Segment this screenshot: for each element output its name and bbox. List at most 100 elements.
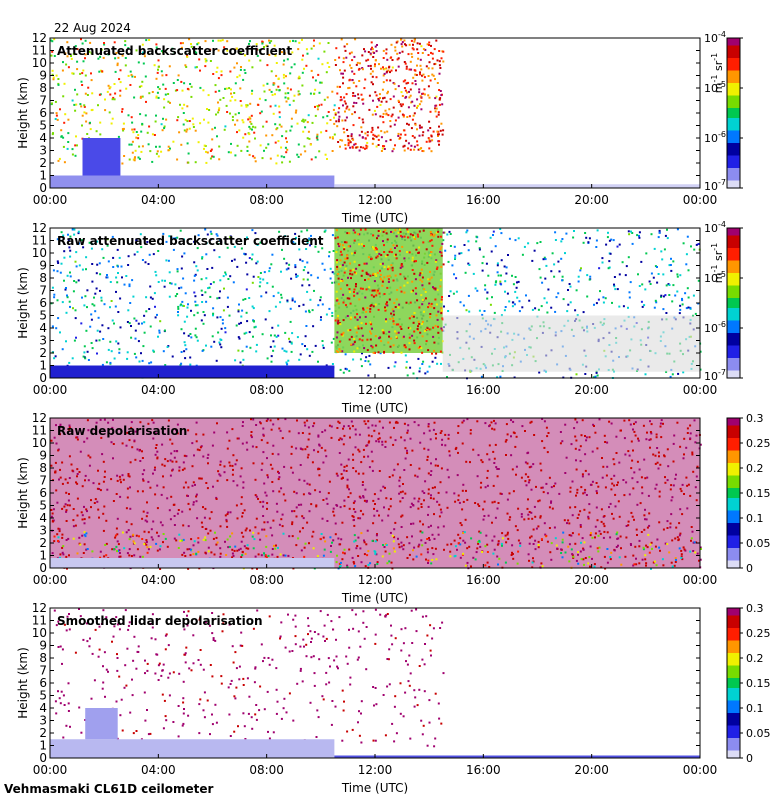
colorbar-segment bbox=[727, 725, 740, 729]
panel-title: Raw depolarisation bbox=[57, 424, 187, 438]
colorbar-segment bbox=[727, 268, 740, 272]
colorbar-label: m-1 sr-1 bbox=[710, 243, 725, 283]
colorbar-segment bbox=[727, 698, 740, 702]
x-tick-label: 12:00 bbox=[358, 573, 393, 587]
y-tick-label: 12 bbox=[32, 411, 47, 425]
colorbar-segment bbox=[727, 555, 740, 559]
colorbar-segment bbox=[727, 640, 740, 644]
colorbar-segment bbox=[727, 358, 740, 362]
colorbar-segment bbox=[727, 495, 740, 499]
colorbar-segment bbox=[727, 630, 740, 634]
colorbar-segment bbox=[727, 678, 740, 682]
colorbar-segment bbox=[727, 513, 740, 517]
colorbar-tick-label: 0.3 bbox=[746, 412, 764, 425]
colorbar-segment bbox=[727, 633, 740, 637]
colorbar-segment bbox=[727, 743, 740, 747]
colorbar-tick-label: 0.2 bbox=[746, 652, 764, 665]
colorbar-segment bbox=[727, 308, 740, 312]
colorbar-segment bbox=[727, 75, 740, 79]
x-tick-label: 08:00 bbox=[249, 763, 284, 777]
colorbar-segment bbox=[727, 450, 740, 454]
colorbar-segment bbox=[727, 375, 740, 379]
colorbar-segment bbox=[727, 665, 740, 669]
colorbar-segment bbox=[727, 463, 740, 467]
colorbar-segment bbox=[727, 80, 740, 84]
colorbar-segment bbox=[727, 138, 740, 142]
y-tick-label: 3 bbox=[39, 524, 47, 538]
colorbar-tick-label: 10-7 bbox=[704, 368, 726, 383]
y-axis-label: Height (km) bbox=[16, 647, 30, 718]
y-tick-label: 11 bbox=[32, 614, 47, 628]
colorbar-segment bbox=[727, 155, 740, 159]
y-tick-label: 5 bbox=[39, 119, 47, 133]
x-tick-label: 00:00 bbox=[683, 193, 718, 207]
colorbar-segment bbox=[727, 488, 740, 492]
colorbar-segment bbox=[727, 88, 740, 92]
colorbar-tick-label: 10-6 bbox=[704, 130, 726, 145]
y-tick-label: 4 bbox=[39, 321, 47, 335]
y-tick-label: 7 bbox=[39, 474, 47, 488]
colorbar-segment bbox=[727, 123, 740, 127]
colorbar-segment bbox=[727, 740, 740, 744]
colorbar-segment bbox=[727, 230, 740, 234]
colorbar-segment bbox=[727, 493, 740, 497]
colorbar-segment bbox=[727, 453, 740, 457]
colorbar-segment bbox=[727, 45, 740, 49]
colorbar-tick-label: 0.15 bbox=[746, 487, 771, 500]
colorbar-segment bbox=[727, 55, 740, 59]
y-tick-label: 8 bbox=[39, 81, 47, 95]
heatmap-field bbox=[50, 228, 702, 380]
x-tick-label: 04:00 bbox=[141, 193, 176, 207]
y-tick-label: 11 bbox=[32, 234, 47, 248]
colorbar-segment bbox=[727, 158, 740, 162]
colorbar-segment bbox=[727, 370, 740, 374]
y-tick-label: 8 bbox=[39, 461, 47, 475]
colorbar-segment bbox=[727, 688, 740, 692]
colorbar-segment bbox=[727, 445, 740, 449]
colorbar-segment bbox=[727, 475, 740, 479]
colorbar-segment bbox=[727, 125, 740, 129]
colorbar-segment bbox=[727, 480, 740, 484]
x-tick-label: 04:00 bbox=[141, 763, 176, 777]
colorbar-segment bbox=[727, 745, 740, 749]
colorbar-segment bbox=[727, 528, 740, 532]
colorbar-segment bbox=[727, 458, 740, 462]
colorbar-segment bbox=[727, 735, 740, 739]
colorbar-segment bbox=[727, 263, 740, 267]
colorbar-segment bbox=[727, 363, 740, 367]
colorbar-tick-label: 0.05 bbox=[746, 727, 771, 740]
colorbar-segment bbox=[727, 448, 740, 452]
y-tick-label: 7 bbox=[39, 664, 47, 678]
colorbar-segment bbox=[727, 483, 740, 487]
colorbar-segment bbox=[727, 95, 740, 99]
colorbar-segment bbox=[727, 93, 740, 97]
colorbar-segment bbox=[727, 38, 740, 42]
colorbar-segment bbox=[727, 295, 740, 299]
y-tick-label: 11 bbox=[32, 44, 47, 58]
x-tick-label: 12:00 bbox=[358, 193, 393, 207]
colorbar-tick-label: 10-5 bbox=[704, 80, 726, 95]
colorbar-segment bbox=[727, 258, 740, 262]
colorbar-tick-label: 0.25 bbox=[746, 627, 771, 640]
colorbar-segment bbox=[727, 293, 740, 297]
colorbar-segment bbox=[727, 103, 740, 107]
colorbar-segment bbox=[727, 118, 740, 122]
colorbar-segment bbox=[727, 353, 740, 357]
colorbar-segment bbox=[727, 248, 740, 252]
colorbar-segment bbox=[727, 525, 740, 529]
colorbar-segment bbox=[727, 318, 740, 322]
colorbar-segment bbox=[727, 63, 740, 67]
colorbar-tick-label: 0.25 bbox=[746, 437, 771, 450]
colorbar-segment bbox=[727, 48, 740, 52]
y-tick-label: 8 bbox=[39, 651, 47, 665]
colorbar-segment bbox=[727, 710, 740, 714]
y-tick-label: 6 bbox=[39, 296, 47, 310]
y-tick-label: 12 bbox=[32, 601, 47, 615]
colorbar-segment bbox=[727, 558, 740, 562]
colorbar-tick-label: 0 bbox=[746, 752, 753, 765]
colorbar-tick-label: 0.2 bbox=[746, 462, 764, 475]
colorbar-segment bbox=[727, 323, 740, 327]
colorbar-segment bbox=[727, 720, 740, 724]
colorbar-segment bbox=[727, 283, 740, 287]
date-label: 22 Aug 2024 bbox=[54, 21, 131, 35]
